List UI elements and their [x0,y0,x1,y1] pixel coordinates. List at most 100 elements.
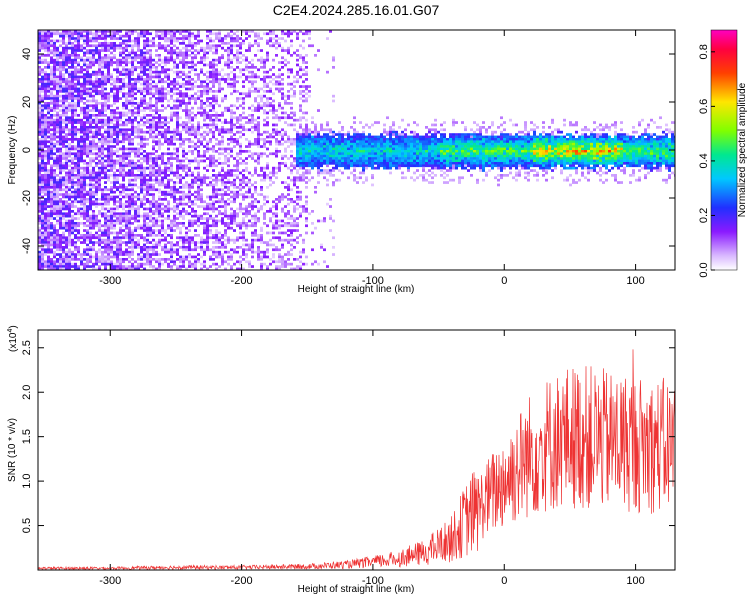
heatmap-cell [113,56,116,60]
heatmap-cell [53,61,56,64]
heatmap-cell [236,138,239,141]
heatmap-cell [215,78,218,81]
heatmap-cell [173,49,176,52]
heatmap-cell [158,116,161,120]
heatmap-cell [107,253,110,256]
heatmap-cell [98,78,101,81]
heatmap-cell [143,82,146,86]
heatmap-cell [56,32,59,36]
heatmap-cell [197,32,200,36]
heatmap-cell [227,262,230,266]
heatmap-cell [95,106,98,110]
heatmap-cell [83,142,86,146]
heatmap-cell [191,51,194,55]
heatmap-cell [68,46,71,50]
heatmap-cell [224,61,227,64]
heatmap-cell [77,78,80,81]
heatmap-cell [38,222,41,225]
heatmap-cell [161,234,164,237]
heatmap-cell [125,121,128,124]
heatmap-cell [128,51,131,55]
heatmap-cell [95,44,98,48]
heatmap-cell [257,68,260,72]
heatmap-cell [176,111,179,115]
heatmap-cell [230,85,233,88]
heatmap-cell [203,166,206,170]
heatmap-cell [137,133,140,136]
heatmap-cell [155,229,158,232]
heatmap-cell [230,169,233,172]
heatmap-cell [146,186,149,189]
heatmap-cell [257,159,260,163]
heatmap-cell [215,190,218,194]
heatmap-cell [59,207,62,211]
heatmap-cell [224,260,227,264]
heatmap-cell [146,63,149,67]
heatmap-cell [47,171,50,175]
heatmap-cell [218,61,221,64]
heatmap-cell [242,150,245,153]
heatmap-cell [98,255,101,259]
heatmap-cell [92,243,95,247]
heatmap-cell [98,138,101,141]
heatmap-cell [197,130,200,134]
heatmap-cell [206,212,209,216]
heatmap-cell [50,260,53,264]
heatmap-cell [161,58,164,62]
heatmap-cell [158,188,161,192]
heatmap-cell [59,109,62,112]
heatmap-cell [179,265,182,268]
heatmap-cell [41,138,44,141]
heatmap-cell [209,80,212,84]
heatmap-cell [233,111,236,115]
heatmap-cell [167,78,170,81]
heatmap-cell [143,157,146,160]
heatmap-cell [188,138,191,141]
heatmap-cell [125,97,128,100]
heatmap-cell [173,135,176,139]
heatmap-cell [215,126,218,129]
heatmap-cell [203,229,206,232]
heatmap-cell [74,181,77,184]
heatmap-cell [164,135,167,139]
heatmap-cell [83,190,86,194]
heatmap-cell [47,267,50,270]
heatmap-cell [239,70,242,74]
heatmap-cell [77,104,80,108]
heatmap-cell [173,183,176,187]
heatmap-cell [56,116,59,120]
heatmap-cell [233,68,236,72]
heatmap-cell [53,183,56,187]
heatmap-cell [107,92,110,96]
heatmap-cell [239,202,242,206]
heatmap-cell [212,150,215,153]
heatmap-cell [116,159,119,163]
heatmap-cell [239,178,242,182]
heatmap-cell [53,243,56,247]
heatmap-cell [158,75,161,79]
heatmap-cell [188,75,191,79]
heatmap-cell [113,118,116,122]
heatmap-cell [110,164,113,168]
heatmap-cell [80,195,83,199]
heatmap-cell [218,174,221,177]
heatmap-cell [200,46,203,50]
heatmap-cell [179,92,182,96]
heatmap-cell [176,198,179,201]
heatmap-cell [110,265,113,268]
heatmap-cell [209,224,212,228]
heatmap-cell [38,154,41,158]
heatmap-cell [158,63,161,67]
heatmap-cell [77,80,80,84]
heatmap-cell [254,212,257,216]
heatmap-cell [236,190,239,194]
heatmap-cell [239,142,242,146]
heatmap-cell [242,128,245,132]
heatmap-cell [260,49,263,52]
heatmap-cell [113,210,116,213]
heatmap-cell [176,106,179,110]
heatmap-cell [179,267,182,270]
heatmap-cell [146,121,149,124]
heatmap-cell [62,68,65,72]
